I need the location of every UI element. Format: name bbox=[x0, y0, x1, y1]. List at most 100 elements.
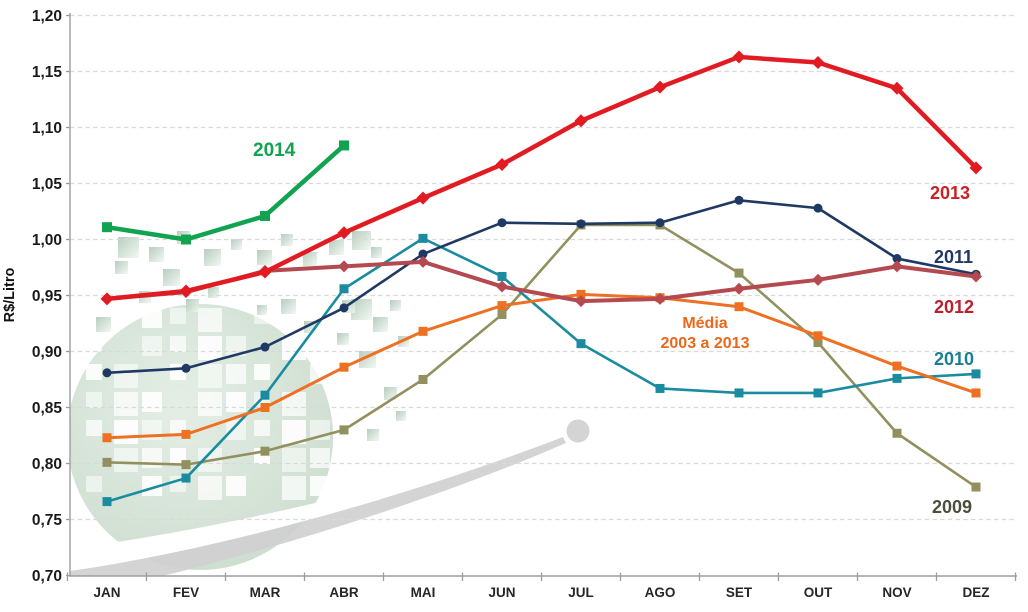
series-line bbox=[104, 54, 979, 302]
series-2010 bbox=[102, 233, 981, 507]
data-point bbox=[732, 282, 746, 295]
watermark-square bbox=[198, 308, 222, 332]
series-2013 bbox=[100, 50, 983, 306]
x-axis-month-label: SET bbox=[726, 585, 753, 600]
watermark-square bbox=[282, 448, 306, 472]
data-point bbox=[734, 195, 744, 205]
data-point bbox=[260, 403, 270, 412]
data-point bbox=[969, 270, 983, 283]
watermark-square bbox=[142, 336, 162, 356]
data-point bbox=[732, 50, 746, 64]
watermark-square bbox=[226, 420, 246, 440]
series-label-2012: 2012 bbox=[934, 297, 975, 317]
data-point bbox=[260, 342, 270, 352]
watermark-square bbox=[186, 299, 199, 312]
x-axis-month-label: NOV bbox=[882, 585, 911, 600]
watermark-square bbox=[310, 364, 330, 384]
data-point bbox=[813, 331, 823, 341]
data-point bbox=[497, 218, 507, 228]
watermark-square bbox=[114, 364, 138, 388]
watermark-swoosh-highlight bbox=[70, 431, 563, 571]
y-axis-tick-label: 0,75 bbox=[32, 512, 63, 529]
x-axis-month-label: MAR bbox=[250, 585, 281, 600]
data-point bbox=[495, 280, 509, 293]
media-label-line2: 2003 a 2013 bbox=[660, 335, 750, 352]
data-point bbox=[100, 292, 114, 306]
watermark-square bbox=[351, 299, 372, 320]
data-point bbox=[892, 361, 902, 371]
data-point bbox=[574, 295, 588, 308]
y-axis-tick-label: 0,85 bbox=[32, 400, 63, 417]
watermark-square bbox=[118, 237, 139, 258]
data-point bbox=[734, 302, 744, 312]
data-point bbox=[811, 56, 825, 70]
watermark-square bbox=[367, 429, 379, 441]
data-point bbox=[971, 388, 981, 398]
watermark-square bbox=[226, 476, 246, 496]
data-point bbox=[260, 210, 270, 221]
watermark-square bbox=[396, 411, 406, 421]
series-label-2010: 2010 bbox=[934, 349, 975, 369]
data-point bbox=[576, 219, 586, 229]
data-point bbox=[813, 203, 823, 213]
watermark-square bbox=[352, 231, 371, 250]
watermark-square bbox=[390, 300, 401, 311]
data-point bbox=[576, 289, 586, 299]
data-point bbox=[653, 292, 667, 305]
y-axis-tick-label: 0,90 bbox=[32, 344, 62, 361]
y-axis-tick-label: 1,00 bbox=[32, 232, 62, 249]
watermark-square bbox=[170, 336, 186, 352]
data-point bbox=[337, 226, 351, 240]
series-label-2011: 2011 bbox=[934, 247, 974, 267]
watermark-square bbox=[198, 476, 222, 500]
watermark-square bbox=[114, 448, 138, 472]
data-point bbox=[971, 482, 981, 492]
data-point bbox=[339, 284, 349, 294]
x-axis-month-label: JUL bbox=[568, 585, 594, 600]
series-line bbox=[105, 237, 978, 503]
watermark-square bbox=[86, 392, 102, 408]
series-line bbox=[105, 292, 978, 440]
x-axis-month-label: FEV bbox=[173, 585, 199, 600]
watermark-square bbox=[281, 299, 296, 314]
x-axis-month-label: DEZ bbox=[963, 585, 990, 600]
watermark-square bbox=[142, 308, 162, 328]
x-axis-month-label: MAI bbox=[411, 585, 436, 600]
watermark-square bbox=[115, 261, 128, 274]
data-point bbox=[497, 271, 507, 281]
data-point bbox=[102, 222, 112, 233]
watermark-square bbox=[310, 476, 330, 496]
series-line bbox=[105, 199, 978, 375]
axes bbox=[66, 13, 1017, 581]
y-axis-title: R$/Litro bbox=[2, 267, 18, 322]
data-point bbox=[655, 383, 665, 393]
watermark-square bbox=[198, 336, 222, 360]
data-point bbox=[339, 425, 349, 435]
watermark-square bbox=[86, 476, 102, 492]
data-point bbox=[181, 460, 191, 470]
data-point bbox=[890, 260, 904, 273]
watermark-square bbox=[198, 364, 222, 388]
watermark-square bbox=[371, 247, 382, 258]
data-point bbox=[892, 428, 902, 438]
watermark-square bbox=[170, 308, 186, 324]
series-2014 bbox=[102, 140, 349, 245]
data-point bbox=[260, 446, 270, 456]
media-label-line1: Média bbox=[682, 315, 728, 332]
data-point bbox=[497, 310, 507, 320]
data-point bbox=[653, 80, 667, 94]
data-point bbox=[971, 369, 981, 379]
data-point bbox=[260, 390, 270, 400]
y-axis-tick-label: 1,20 bbox=[32, 8, 62, 25]
series-label-2013: 2013 bbox=[930, 183, 971, 203]
data-point bbox=[181, 363, 191, 373]
data-point bbox=[416, 191, 430, 205]
data-point bbox=[339, 362, 349, 372]
watermark-square bbox=[170, 448, 186, 464]
data-point bbox=[102, 497, 112, 507]
y-axis-tick-label: 0,80 bbox=[32, 456, 62, 473]
data-point bbox=[337, 260, 351, 273]
watermark-square bbox=[204, 249, 221, 266]
